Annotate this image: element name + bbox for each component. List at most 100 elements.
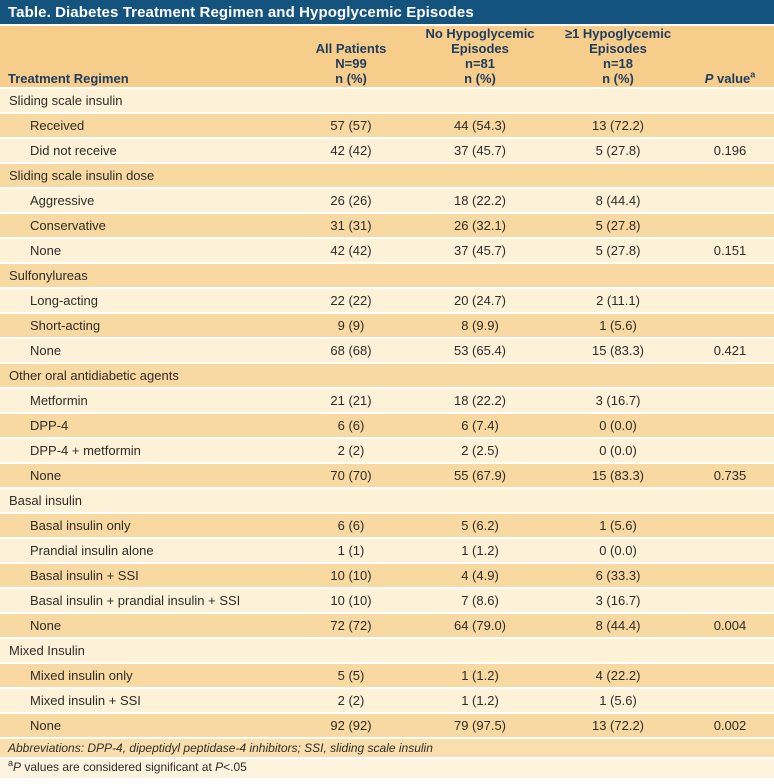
column-header-p-value: P valuea — [686, 69, 774, 86]
row-label: DPP-4 + metformin — [30, 443, 141, 458]
no-hypo-value: 64 (79.0) — [453, 618, 507, 633]
row-label: Did not receive — [30, 143, 117, 158]
table-row: None 92 (92) 79 (97.5) 13 (72.2) 0.002 — [0, 714, 774, 739]
table-row: Metformin 21 (21) 18 (22.2) 3 (16.7) — [0, 389, 774, 414]
one-hypo-value: 1 (5.6) — [599, 518, 637, 533]
row-label: Sulfonylureas — [9, 268, 88, 283]
one-hypo-value: 5 (27.8) — [595, 218, 641, 233]
row-label: Mixed insulin + SSI — [30, 693, 141, 708]
no-hypo-value: 4 (4.9) — [461, 568, 499, 583]
no-hypo-value: 26 (32.1) — [453, 218, 507, 233]
table-row: Prandial insulin alone 1 (1) 1 (1.2) 0 (0.0… — [0, 539, 774, 564]
no-hypo-value: 55 (67.9) — [453, 468, 507, 483]
column-header-treatment-regimen: Treatment Regimen — [8, 71, 129, 86]
all-patients-value: 9 (9) — [337, 318, 365, 333]
one-hypo-value: 3 (16.7) — [595, 393, 641, 408]
no-hypo-value: 5 (6.2) — [461, 518, 499, 533]
table-row: Mixed insulin only 5 (5) 1 (1.2) 4 (22.2) — [0, 664, 774, 689]
table-row: Aggressive 26 (26) 18 (22.2) 8 (44.4) — [0, 189, 774, 214]
p-value: 0.421 — [713, 343, 747, 358]
row-label: Basal insulin — [9, 493, 82, 508]
one-hypo-value: 0 (0.0) — [599, 543, 637, 558]
significance-threshold: <.05 — [223, 760, 247, 774]
section-row: Other oral antidiabetic agents — [0, 364, 774, 389]
row-label: Conservative — [30, 218, 106, 233]
section-row: Sliding scale insulin — [0, 89, 774, 114]
one-hypo-value: 2 (11.1) — [596, 293, 640, 308]
table-row: None 72 (72) 64 (79.0) 8 (44.4) 0.004 — [0, 614, 774, 639]
row-label: None — [30, 243, 62, 258]
row-label: None — [30, 343, 62, 358]
row-label: DPP-4 — [30, 418, 69, 433]
no-hypo-value: 7 (8.6) — [461, 593, 499, 608]
all-patients-value: 1 (1) — [337, 543, 365, 558]
all-patients-value: 5 (5) — [337, 668, 365, 683]
no-hypo-value: 8 (9.9) — [461, 318, 499, 333]
all-patients-value: 68 (68) — [330, 343, 372, 358]
row-label: Basal insulin only — [30, 518, 131, 533]
one-hypo-value: 15 (83.3) — [591, 343, 645, 358]
table-row: Long-acting 22 (22) 20 (24.7) 2 (11.1) — [0, 289, 774, 314]
no-hypo-value: 20 (24.7) — [453, 293, 507, 308]
table-row: Mixed insulin + SSI 2 (2) 1 (1.2) 1 (5.6) — [0, 689, 774, 714]
table-row: Basal insulin + SSI 10 (10) 4 (4.9) 6 (33.3… — [0, 564, 774, 589]
one-hypo-value: 1 (5.6) — [599, 318, 637, 333]
table-body: Sliding scale insulin Received 57 (57) 44 (… — [0, 89, 774, 739]
all-patients-value: 42 (42) — [330, 143, 372, 158]
one-hypo-value: 15 (83.3) — [591, 468, 645, 483]
no-hypo-value: 6 (7.4) — [461, 418, 499, 433]
one-hypo-value: 4 (22.2) — [595, 668, 641, 683]
all-patients-value: 42 (42) — [330, 243, 372, 258]
significance-italic-p1: P — [13, 760, 22, 774]
column-header-row: Treatment Regimen All Patients N=99 n (%… — [0, 26, 774, 89]
table-row: DPP-4 6 (6) 6 (7.4) 0 (0.0) — [0, 414, 774, 439]
one-hypo-value: 6 (33.3) — [595, 568, 641, 583]
row-label: Basal insulin + SSI — [30, 568, 139, 583]
all-patients-value: 92 (92) — [330, 718, 372, 733]
p-value: 0.735 — [713, 468, 747, 483]
footnote-marker-a: a — [8, 758, 14, 768]
row-label: Mixed insulin only — [30, 668, 133, 683]
row-label: Received — [30, 118, 85, 133]
no-hypo-value: 79 (97.5) — [453, 718, 507, 733]
all-patients-value: 6 (6) — [337, 518, 365, 533]
row-label: Sliding scale insulin dose — [9, 168, 155, 183]
one-hypo-value: 8 (44.4) — [595, 193, 641, 208]
all-patients-value: 2 (2) — [337, 693, 365, 708]
all-patients-value: 6 (6) — [337, 418, 365, 433]
one-hypo-value: 13 (72.2) — [591, 718, 645, 733]
all-patients-value: 26 (26) — [330, 193, 372, 208]
section-row: Mixed Insulin — [0, 639, 774, 664]
no-hypo-value: 53 (65.4) — [453, 343, 507, 358]
one-hypo-value: 13 (72.2) — [591, 118, 645, 133]
no-hypo-value: 1 (1.2) — [461, 693, 499, 708]
table-row: Basal insulin only 6 (6) 5 (6.2) 1 (5.6) — [0, 514, 774, 539]
row-label: Aggressive — [30, 193, 95, 208]
table-title: Table. Diabetes Treatment Regimen and Hy… — [0, 0, 774, 26]
table-row: Short-acting 9 (9) 8 (9.9) 1 (5.6) — [0, 314, 774, 339]
row-label: Short-acting — [30, 318, 101, 333]
no-hypo-value: 2 (2.5) — [461, 443, 499, 458]
section-row: Basal insulin — [0, 489, 774, 514]
all-patients-value: 10 (10) — [330, 568, 372, 583]
table-row: Conservative 31 (31) 26 (32.1) 5 (27.8) — [0, 214, 774, 239]
row-label: Prandial insulin alone — [30, 543, 154, 558]
p-value-italic-p: P — [704, 71, 714, 86]
column-header-all-patients: All Patients N=99 n (%) — [315, 41, 387, 86]
table-row: None 42 (42) 37 (45.7) 5 (27.8) 0.151 — [0, 239, 774, 264]
section-row: Sliding scale insulin dose — [0, 164, 774, 189]
table-row: None 70 (70) 55 (67.9) 15 (83.3) 0.735 — [0, 464, 774, 489]
one-hypo-value: 5 (27.8) — [595, 143, 641, 158]
table-row: DPP-4 + metformin 2 (2) 2 (2.5) 0 (0.0) — [0, 439, 774, 464]
row-label: None — [30, 468, 62, 483]
all-patients-value: 31 (31) — [330, 218, 372, 233]
one-hypo-value: 1 (5.6) — [599, 693, 637, 708]
column-header-one-plus-hypoglycemic: ≥1 Hypoglycemic Episodes n=18 n (%) — [564, 26, 672, 86]
p-value-footnote-marker: a — [750, 69, 756, 80]
p-value: 0.151 — [713, 243, 747, 258]
p-value-rest: value — [713, 71, 751, 86]
row-label: Sliding scale insulin — [9, 93, 123, 108]
one-hypo-value: 5 (27.8) — [595, 243, 641, 258]
one-hypo-value: 0 (0.0) — [599, 443, 637, 458]
